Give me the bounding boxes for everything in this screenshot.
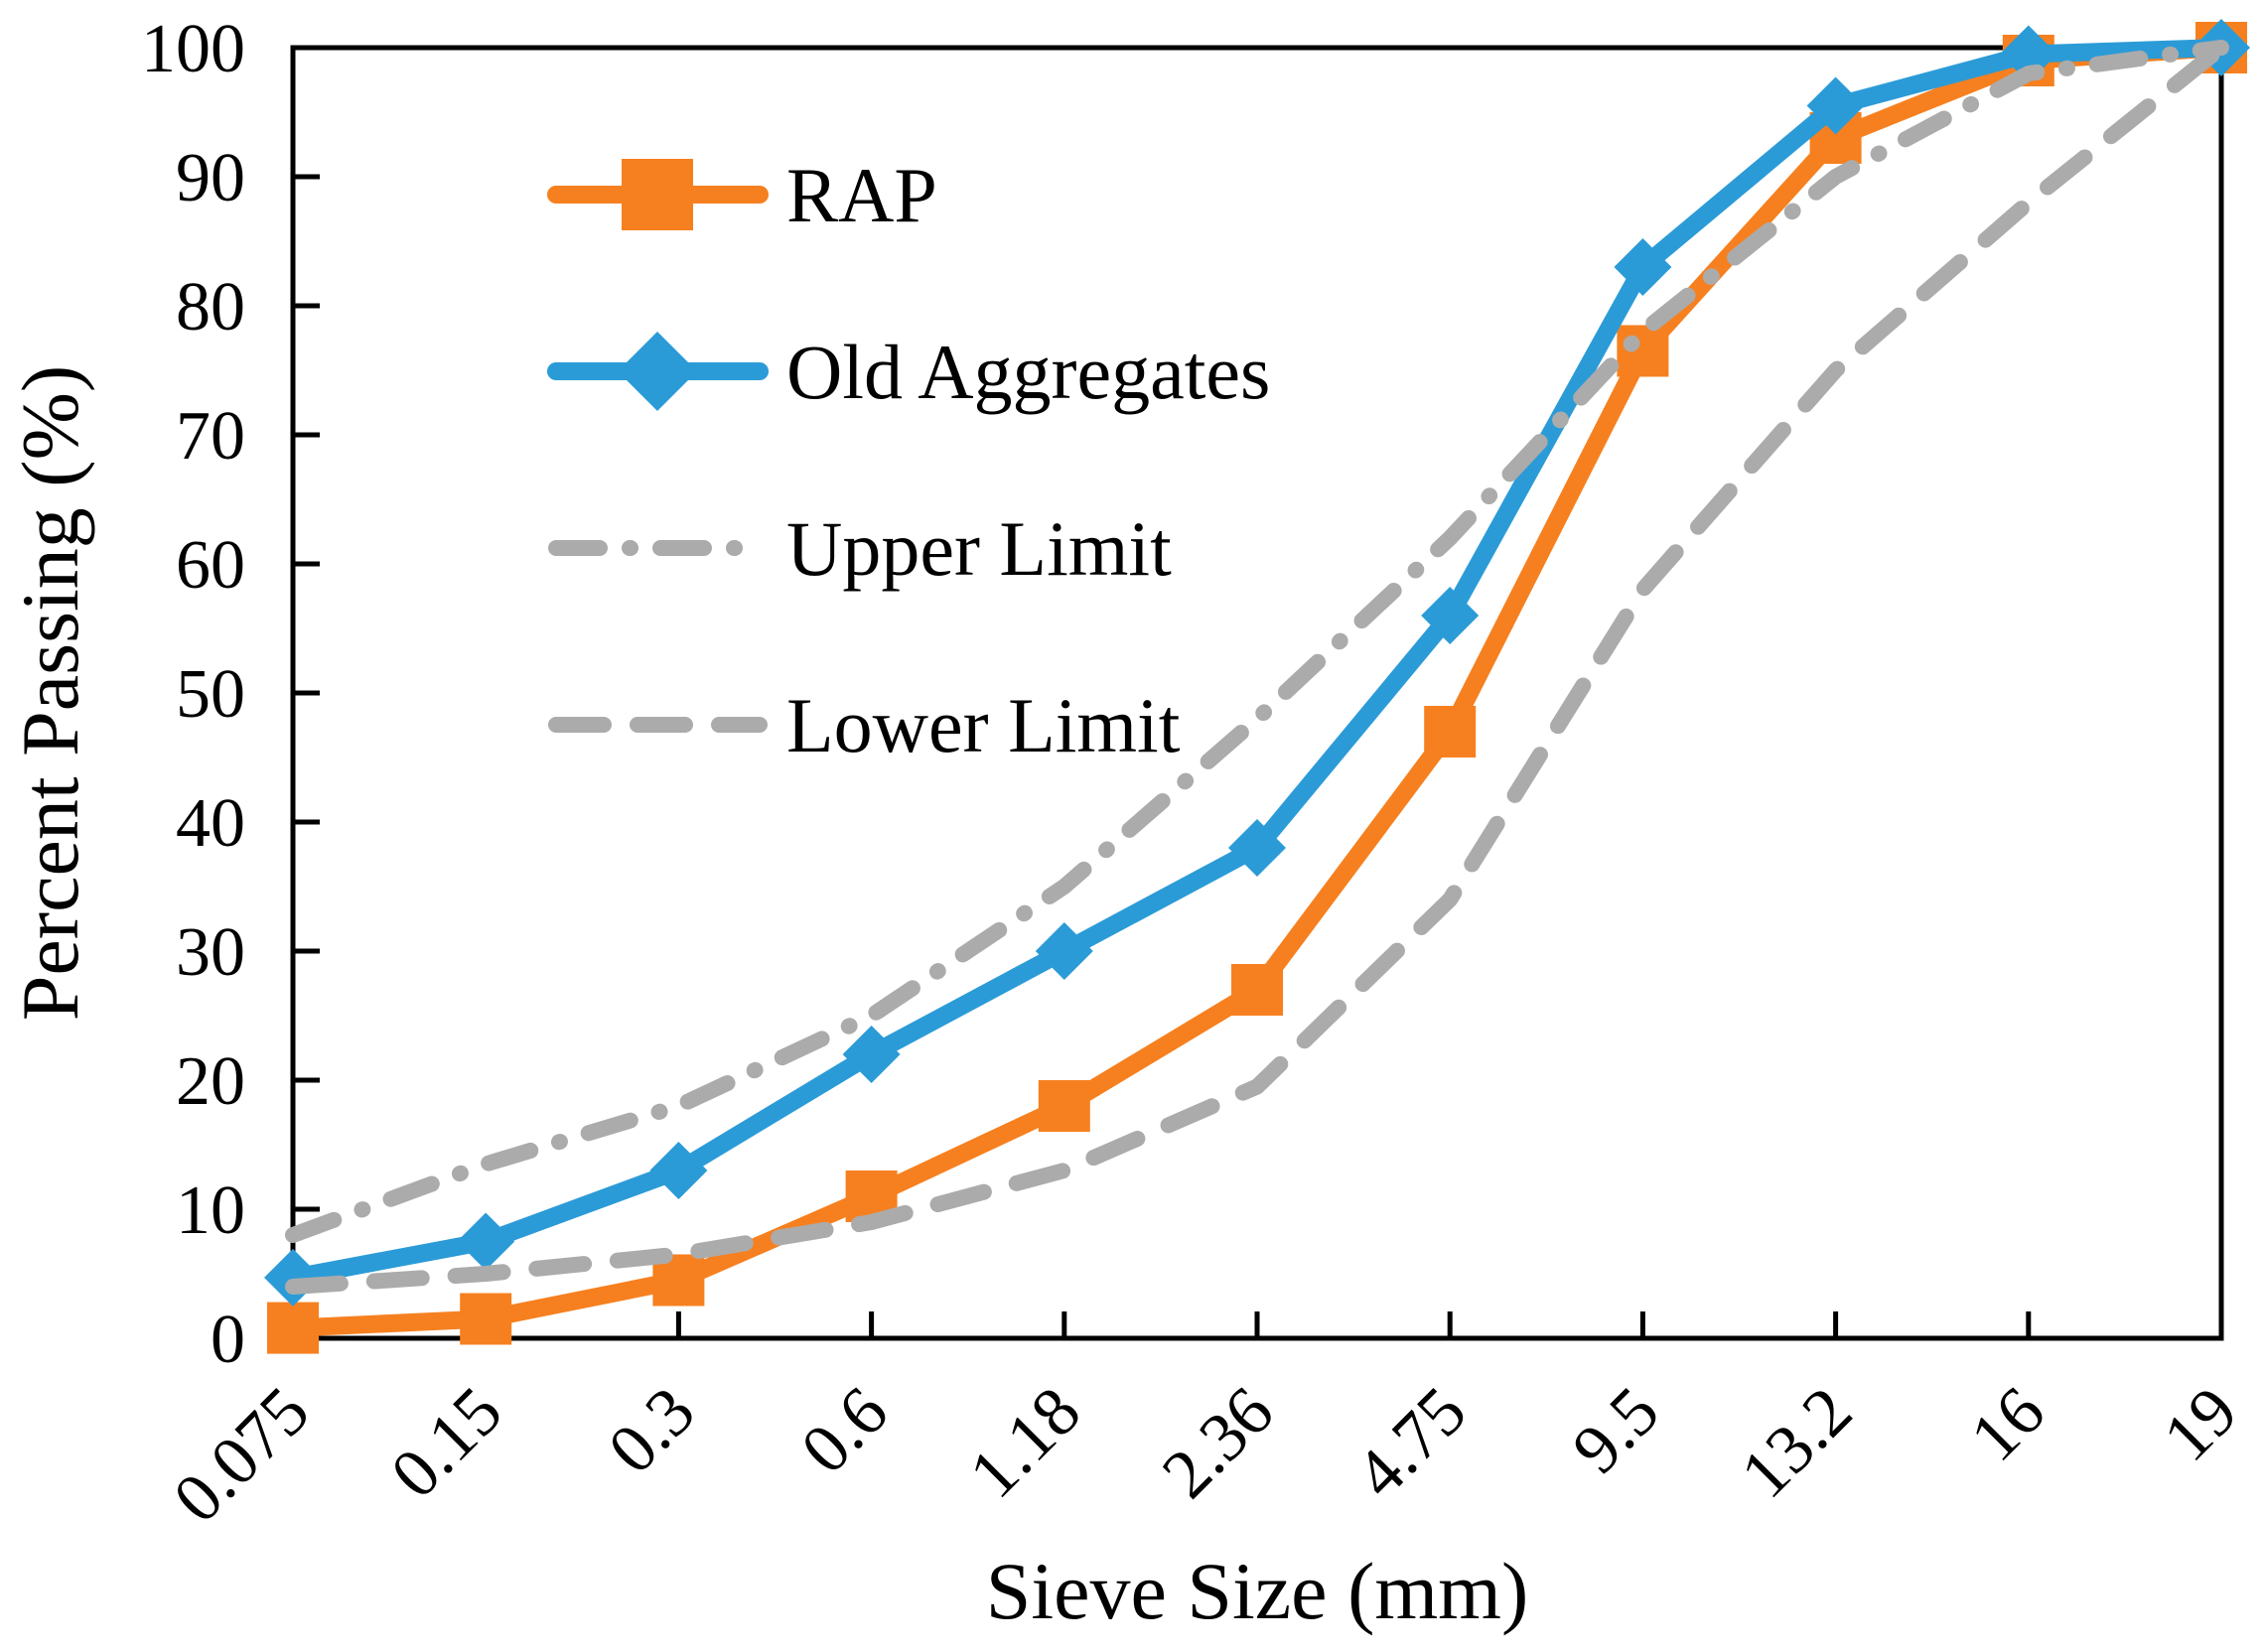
y-axis-title: Percent Passing (%) [5,365,95,1021]
rap-marker [1424,706,1477,757]
legend-label-upper-limit: Upper Limit [786,505,1172,592]
old-aggregates-marker [1228,819,1286,877]
legend-item-old-aggregates: Old Aggregates [547,329,1270,415]
y-axis-ticks: 0 10 20 30 40 50 60 70 80 90 100 [141,11,320,1378]
y-tick-label: 70 [176,398,245,475]
x-tick-label: 0.075 [159,1373,324,1538]
x-tick-label: 1.18 [955,1373,1095,1513]
y-tick-label: 80 [176,269,245,345]
plot-frame [290,45,2224,1341]
y-tick-label: 40 [176,785,245,862]
x-tick-label: 13.2 [1727,1373,1867,1513]
x-tick-label: 0.3 [594,1373,709,1488]
y-tick-label: 90 [176,140,245,216]
legend-marker-square [622,159,693,230]
old-aggregates-marker [457,1212,515,1271]
x-tick-label: 16 [1956,1373,2059,1476]
y-tick-label: 60 [176,527,245,604]
x-axis-title: Sieve Size (mm) [986,1546,1529,1636]
legend-label-lower-limit: Lower Limit [786,682,1181,768]
series-line-upper-limit [285,40,2229,1243]
y-tick-label: 20 [176,1043,245,1120]
x-tick-label: 0.15 [376,1373,516,1513]
rap-marker [1038,1080,1090,1132]
y-tick-label: 0 [211,1302,245,1378]
series-lower-limit [285,40,2229,1295]
y-tick-label: 50 [176,656,245,733]
rap-marker [267,1302,319,1354]
y-tick-label: 30 [176,914,245,991]
old-aggregates-marker [1614,238,1672,296]
x-tick-label: 9.5 [1558,1373,1673,1488]
series-rap [267,22,2247,1354]
old-aggregates-marker [1035,922,1093,980]
series-old-aggregates [264,19,2250,1307]
old-aggregates-marker [842,1026,901,1083]
y-tick-label: 10 [176,1172,245,1249]
old-aggregates-marker [649,1142,708,1199]
series-group [264,19,2250,1354]
rap-marker [1617,325,1669,377]
y-tick-label: 100 [141,11,245,87]
legend-label-old-aggregates: Old Aggregates [786,329,1270,415]
rap-marker [460,1293,512,1345]
rap-marker [1231,964,1283,1016]
legend: RAP Old Aggregates Upper Limit Lower Limit [547,152,1270,768]
old-aggregates-marker [1421,587,1480,644]
series-line-lower-limit [285,40,2229,1295]
legend-item-upper-limit: Upper Limit [548,505,1172,592]
x-tick-label: 2.36 [1148,1373,1288,1513]
legend-item-lower-limit: Lower Limit [548,682,1181,768]
old-aggregates-marker [1806,76,1865,135]
series-upper-limit [285,40,2229,1243]
x-tick-label: 0.6 [787,1373,903,1488]
x-tick-label: 19 [2149,1373,2252,1476]
legend-marker-diamond [618,332,697,411]
x-axis-ticks: 0.075 0.15 0.3 0.6 1.18 2.36 4.75 9.5 13.2 16 19 [159,1311,2252,1538]
x-tick-label: 4.75 [1341,1373,1481,1513]
legend-item-rap: RAP [547,152,937,238]
legend-label-rap: RAP [786,152,937,238]
